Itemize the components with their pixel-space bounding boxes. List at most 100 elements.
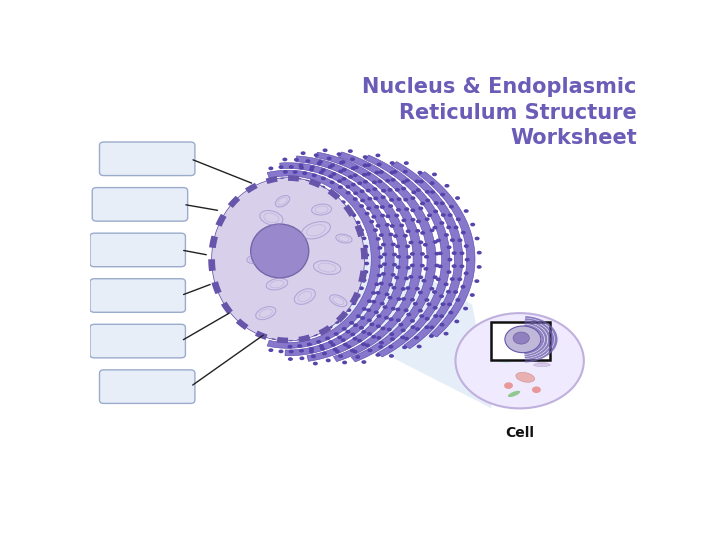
Circle shape xyxy=(346,207,351,210)
Circle shape xyxy=(297,178,302,182)
Ellipse shape xyxy=(534,363,550,366)
Circle shape xyxy=(283,170,288,174)
Circle shape xyxy=(402,170,408,174)
Circle shape xyxy=(420,252,425,256)
Circle shape xyxy=(364,212,369,215)
Polygon shape xyxy=(350,292,361,305)
Circle shape xyxy=(357,181,362,185)
Circle shape xyxy=(361,330,366,334)
Circle shape xyxy=(461,231,466,235)
Polygon shape xyxy=(354,224,365,237)
Circle shape xyxy=(441,302,446,306)
Circle shape xyxy=(321,176,326,180)
Circle shape xyxy=(325,358,330,362)
Circle shape xyxy=(401,180,406,184)
Circle shape xyxy=(411,190,416,194)
Circle shape xyxy=(379,233,384,237)
Circle shape xyxy=(429,287,434,291)
Circle shape xyxy=(390,224,395,228)
Circle shape xyxy=(418,207,423,210)
Circle shape xyxy=(398,323,403,327)
Circle shape xyxy=(353,197,358,201)
Circle shape xyxy=(361,342,366,346)
Circle shape xyxy=(464,258,469,261)
Circle shape xyxy=(449,311,454,315)
Circle shape xyxy=(477,265,482,269)
Circle shape xyxy=(357,339,362,343)
Circle shape xyxy=(418,291,423,294)
Circle shape xyxy=(395,214,400,217)
Circle shape xyxy=(454,225,459,229)
Circle shape xyxy=(374,310,379,314)
Polygon shape xyxy=(221,302,233,314)
Circle shape xyxy=(341,200,346,204)
Text: Nucleus & Endoplasmic
Reticulum Structure
Worksheet: Nucleus & Endoplasmic Reticulum Structur… xyxy=(362,77,637,148)
Circle shape xyxy=(338,169,343,173)
Circle shape xyxy=(298,164,303,167)
Circle shape xyxy=(359,286,364,290)
Circle shape xyxy=(408,240,413,244)
Circle shape xyxy=(434,264,439,267)
Circle shape xyxy=(373,228,378,232)
Circle shape xyxy=(384,293,390,296)
Circle shape xyxy=(447,258,452,261)
Circle shape xyxy=(424,298,429,302)
FancyBboxPatch shape xyxy=(90,279,186,312)
Circle shape xyxy=(353,337,358,341)
Circle shape xyxy=(451,251,456,255)
Circle shape xyxy=(314,153,319,157)
Circle shape xyxy=(410,218,415,222)
FancyBboxPatch shape xyxy=(99,370,195,404)
Circle shape xyxy=(405,229,410,233)
Circle shape xyxy=(425,317,430,321)
Circle shape xyxy=(363,180,368,183)
Circle shape xyxy=(444,332,449,336)
Circle shape xyxy=(376,291,381,295)
Circle shape xyxy=(319,344,324,348)
Circle shape xyxy=(389,198,394,202)
Circle shape xyxy=(404,337,409,341)
Polygon shape xyxy=(266,176,278,184)
Circle shape xyxy=(328,165,333,169)
Circle shape xyxy=(311,355,316,358)
Circle shape xyxy=(402,218,407,222)
Circle shape xyxy=(430,181,435,185)
Circle shape xyxy=(388,283,393,287)
Circle shape xyxy=(377,273,382,277)
Circle shape xyxy=(390,178,395,182)
Circle shape xyxy=(366,172,371,176)
Circle shape xyxy=(415,229,420,233)
Circle shape xyxy=(438,265,443,268)
Circle shape xyxy=(433,210,438,213)
Circle shape xyxy=(353,192,358,195)
Circle shape xyxy=(367,332,372,336)
Circle shape xyxy=(399,224,404,227)
Circle shape xyxy=(419,314,424,318)
Polygon shape xyxy=(315,152,422,362)
Circle shape xyxy=(395,308,400,312)
Circle shape xyxy=(353,350,358,353)
Circle shape xyxy=(342,327,347,331)
Polygon shape xyxy=(359,271,367,283)
Circle shape xyxy=(351,183,356,187)
Circle shape xyxy=(382,263,387,266)
Circle shape xyxy=(397,297,402,301)
Circle shape xyxy=(391,243,396,246)
Circle shape xyxy=(379,341,384,345)
Ellipse shape xyxy=(508,391,521,397)
Circle shape xyxy=(426,302,431,306)
Circle shape xyxy=(279,350,284,353)
Circle shape xyxy=(410,319,415,323)
Circle shape xyxy=(449,205,454,209)
Polygon shape xyxy=(361,247,368,259)
Circle shape xyxy=(372,180,377,184)
Circle shape xyxy=(355,355,360,359)
Polygon shape xyxy=(525,318,554,360)
Circle shape xyxy=(309,168,314,172)
Circle shape xyxy=(323,148,328,152)
Circle shape xyxy=(446,245,451,249)
Circle shape xyxy=(364,270,369,274)
FancyBboxPatch shape xyxy=(90,233,186,267)
Circle shape xyxy=(341,160,346,164)
Circle shape xyxy=(372,215,377,218)
